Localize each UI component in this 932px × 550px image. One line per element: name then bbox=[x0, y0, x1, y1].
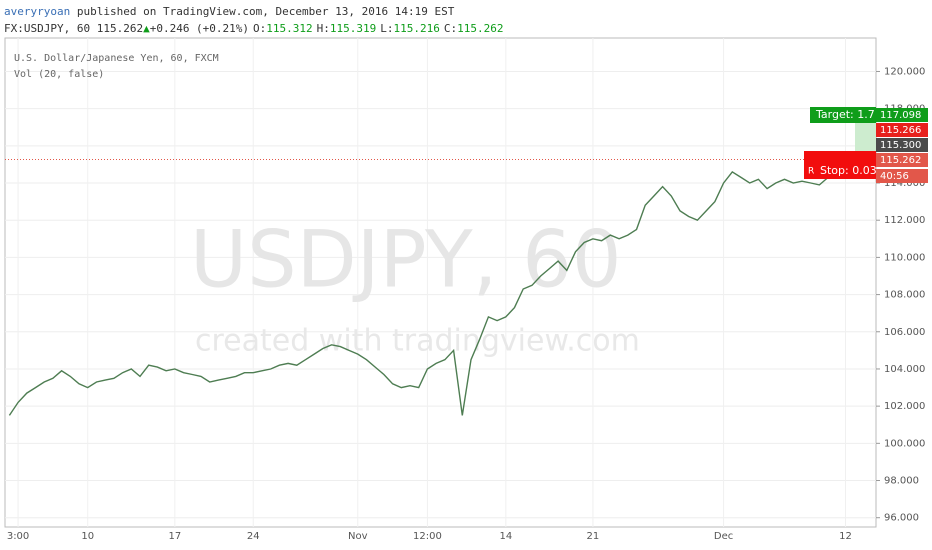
price-line bbox=[8, 158, 872, 416]
y-tick-label: 110.000 bbox=[884, 252, 925, 263]
arrow: ▲ bbox=[143, 22, 150, 35]
watermark-sub: created with tradingview.com bbox=[195, 324, 640, 359]
price-badge-label: 115.266 bbox=[880, 125, 921, 136]
volume-label: Vol (20, false) bbox=[14, 69, 104, 80]
author-link[interactable]: averyryoan bbox=[4, 5, 71, 18]
price-badge-label: 40:56 bbox=[880, 171, 909, 182]
plot-frame bbox=[4, 37, 877, 528]
price-badge-label: 115.262 bbox=[880, 155, 921, 166]
stop-label: Stop: 0.03 bbox=[820, 164, 877, 177]
ohlc-key: C: bbox=[443, 22, 458, 35]
x-tick-label: Nov bbox=[348, 531, 368, 542]
price-badge-label: 115.300 bbox=[880, 140, 921, 151]
ohlc-key: O: bbox=[253, 22, 267, 35]
price-badge bbox=[876, 138, 928, 152]
publish-line: averyryoan published on TradingView.com,… bbox=[4, 3, 503, 20]
x-tick-label: 3:00 bbox=[7, 531, 29, 542]
y-tick-label: 96.000 bbox=[884, 513, 919, 524]
x-tick-label: 10 bbox=[81, 531, 94, 542]
price-badge bbox=[876, 108, 928, 122]
pane-title: U.S. Dollar/Japanese Yen, 60, FXCM bbox=[14, 53, 219, 64]
ohlc: O:115.312 H:115.319 L:115.216 C:115.262 bbox=[249, 22, 503, 35]
x-tick-label: 12:00 bbox=[413, 531, 442, 542]
y-tick-label: 108.000 bbox=[884, 290, 925, 301]
ohlc-value: 115.216 bbox=[393, 22, 440, 35]
y-tick-label: 98.000 bbox=[884, 476, 919, 487]
ohlc-key: H: bbox=[316, 22, 330, 35]
x-tick-label: 21 bbox=[587, 531, 600, 542]
x-tick-label: 14 bbox=[499, 531, 512, 542]
x-tick-label: 17 bbox=[168, 531, 181, 542]
y-tick-label: 114.000 bbox=[884, 178, 925, 189]
y-tick-label: 100.000 bbox=[884, 438, 925, 449]
price-badge bbox=[876, 153, 928, 167]
change: +0.246 (+0.21%) bbox=[149, 22, 250, 35]
y-tick-label: 106.000 bbox=[884, 327, 925, 338]
quote-line: FX:USDJPY, 60 115.262▲+0.246 (+0.21%) O:1… bbox=[4, 20, 503, 37]
x-tick-label: 12 bbox=[839, 531, 852, 542]
x-tick-label: 24 bbox=[247, 531, 260, 542]
ohlc-key: L: bbox=[380, 22, 394, 35]
symbol: FX:USDJPY, 60 bbox=[4, 22, 91, 35]
ohlc-value: 115.319 bbox=[329, 22, 377, 35]
y-tick-label: 112.000 bbox=[884, 215, 925, 226]
price-badge-label: 117.098 bbox=[880, 110, 921, 121]
stop-box bbox=[804, 151, 876, 179]
price-badge bbox=[876, 123, 928, 137]
published: published on TradingView.com, December 1… bbox=[76, 5, 455, 18]
target-zone bbox=[855, 120, 876, 160]
x-tick-label: Dec bbox=[714, 531, 733, 542]
header: averyryoan published on TradingView.com,… bbox=[4, 3, 503, 37]
y-tick-label: 102.000 bbox=[884, 401, 925, 412]
price-badge bbox=[876, 169, 928, 183]
target-box bbox=[810, 107, 876, 123]
ohlc-value: 115.312 bbox=[266, 22, 313, 35]
watermark: USDJPY, 60 bbox=[190, 215, 621, 305]
last: 115.262 bbox=[96, 22, 144, 35]
y-tick-label: 104.000 bbox=[884, 364, 925, 375]
ohlc-value: 115.262 bbox=[457, 22, 504, 35]
stop-marker: R bbox=[808, 167, 814, 177]
y-tick-label: 120.000 bbox=[884, 66, 925, 77]
target-label: Target: 1.7 bbox=[815, 108, 875, 121]
